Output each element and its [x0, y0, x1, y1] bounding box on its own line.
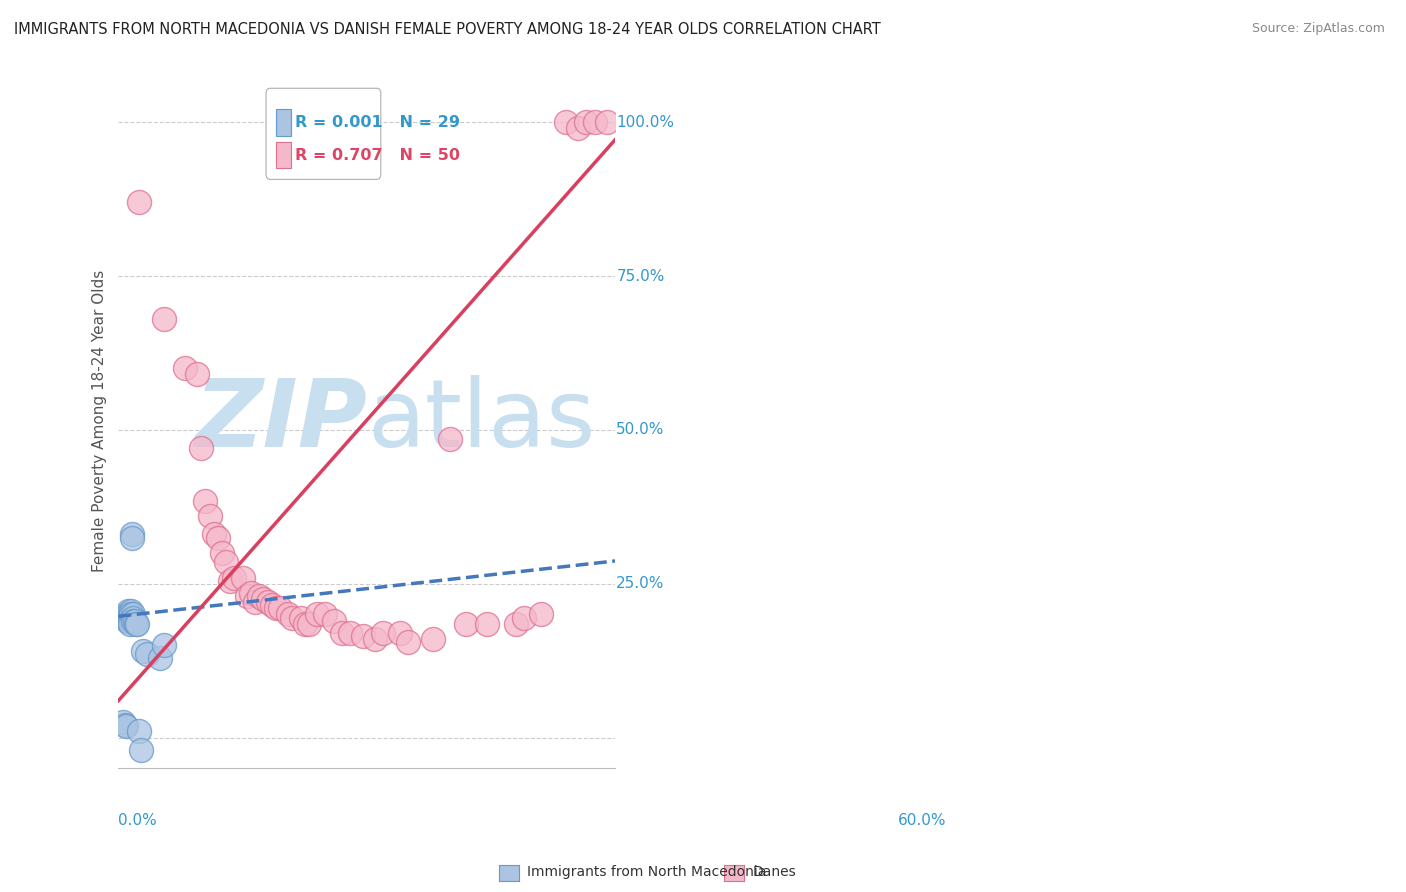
Text: Danes: Danes	[752, 865, 796, 880]
Point	[115, 607, 138, 622]
Text: 100.0%: 100.0%	[616, 115, 675, 129]
Text: R = 0.707   N = 50: R = 0.707 N = 50	[295, 147, 460, 162]
Text: R = 0.001   N = 29: R = 0.001 N = 29	[295, 115, 460, 130]
Point	[215, 555, 238, 569]
Point	[132, 644, 155, 658]
Point	[125, 616, 148, 631]
Point	[422, 632, 444, 646]
Point	[198, 508, 221, 523]
Point	[115, 719, 138, 733]
Point	[281, 610, 304, 624]
Point	[129, 743, 152, 757]
Text: 25.0%: 25.0%	[616, 576, 665, 591]
Point	[118, 610, 141, 624]
Point	[190, 442, 212, 456]
Point	[290, 610, 312, 624]
Point	[207, 531, 229, 545]
Text: 75.0%: 75.0%	[616, 268, 665, 284]
Point	[211, 546, 233, 560]
Point	[583, 115, 606, 129]
Point	[298, 616, 321, 631]
Text: ZIP: ZIP	[194, 375, 367, 467]
Point	[115, 610, 138, 624]
Point	[125, 616, 148, 631]
Point	[115, 614, 138, 628]
Text: 60.0%: 60.0%	[898, 814, 946, 829]
Point	[173, 361, 195, 376]
Point	[530, 607, 553, 622]
Point	[121, 607, 143, 622]
FancyBboxPatch shape	[276, 109, 291, 136]
Point	[373, 626, 395, 640]
Point	[117, 604, 139, 618]
Point	[117, 607, 139, 622]
Point	[153, 312, 176, 326]
Point	[260, 599, 283, 613]
FancyBboxPatch shape	[266, 88, 381, 179]
Point	[121, 527, 143, 541]
Point	[330, 626, 353, 640]
Point	[232, 570, 254, 584]
Point	[219, 574, 242, 588]
Point	[149, 650, 172, 665]
Point	[554, 115, 576, 129]
Point	[194, 493, 217, 508]
Y-axis label: Female Poverty Among 18-24 Year Olds: Female Poverty Among 18-24 Year Olds	[93, 269, 107, 572]
Point	[122, 610, 145, 624]
Point	[364, 632, 387, 646]
Text: IMMIGRANTS FROM NORTH MACEDONIA VS DANISH FEMALE POVERTY AMONG 18-24 YEAR OLDS C: IMMIGRANTS FROM NORTH MACEDONIA VS DANIS…	[14, 22, 880, 37]
Point	[575, 115, 598, 129]
Point	[277, 607, 299, 622]
Point	[256, 595, 278, 609]
Point	[128, 724, 150, 739]
Point	[475, 616, 498, 631]
Point	[456, 616, 478, 631]
Point	[236, 589, 259, 603]
Text: atlas: atlas	[367, 375, 595, 467]
Point	[269, 601, 291, 615]
Point	[264, 601, 287, 615]
Text: Immigrants from North Macedonia: Immigrants from North Macedonia	[527, 865, 766, 880]
Point	[118, 616, 141, 631]
Point	[121, 531, 143, 545]
Point	[252, 592, 274, 607]
Point	[315, 607, 337, 622]
Point	[239, 586, 262, 600]
Point	[136, 648, 159, 662]
Point	[118, 610, 141, 624]
Point	[389, 626, 412, 640]
Point	[439, 432, 461, 446]
Point	[396, 635, 419, 649]
Point	[307, 607, 329, 622]
Point	[128, 195, 150, 210]
FancyBboxPatch shape	[276, 142, 291, 169]
Point	[117, 610, 139, 624]
Text: 50.0%: 50.0%	[616, 423, 665, 437]
Point	[120, 604, 142, 618]
Point	[124, 614, 146, 628]
Point	[505, 616, 527, 631]
Point	[352, 629, 374, 643]
Point	[596, 115, 619, 129]
Text: 0.0%: 0.0%	[118, 814, 157, 829]
Point	[186, 368, 208, 382]
Point	[513, 610, 536, 624]
Point	[122, 614, 145, 628]
Point	[153, 638, 176, 652]
Point	[114, 718, 136, 732]
Point	[322, 614, 344, 628]
Point	[118, 614, 141, 628]
Text: Source: ZipAtlas.com: Source: ZipAtlas.com	[1251, 22, 1385, 36]
Point	[247, 589, 270, 603]
Point	[294, 616, 316, 631]
Point	[111, 715, 134, 730]
Point	[224, 570, 246, 584]
Point	[202, 527, 225, 541]
Point	[339, 626, 361, 640]
Point	[120, 607, 142, 622]
Point	[243, 595, 266, 609]
Point	[567, 121, 589, 136]
